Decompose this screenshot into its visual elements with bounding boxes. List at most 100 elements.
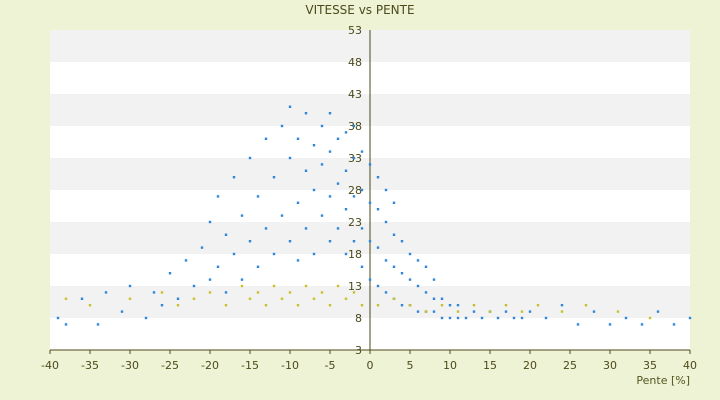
- data-point: [304, 112, 308, 115]
- data-point: [256, 291, 260, 294]
- data-point: [344, 252, 348, 256]
- data-point: [488, 310, 492, 313]
- data-point: [480, 316, 484, 320]
- data-point: [416, 259, 420, 262]
- data-point: [472, 304, 476, 307]
- data-point: [360, 150, 364, 153]
- data-point: [64, 297, 68, 300]
- data-point: [64, 323, 68, 326]
- data-point: [176, 297, 180, 300]
- data-point: [176, 304, 180, 307]
- data-point: [672, 323, 676, 326]
- y-tick-label: 8: [355, 312, 362, 325]
- data-point: [296, 201, 300, 204]
- x-tick-label: 15: [483, 359, 497, 372]
- data-point: [424, 265, 428, 268]
- data-point: [344, 131, 348, 134]
- chart-title: VITESSE vs PENTE: [305, 3, 415, 17]
- data-point: [88, 304, 92, 307]
- x-tick-label: 20: [523, 359, 537, 372]
- data-point: [432, 310, 436, 313]
- data-point: [208, 220, 212, 224]
- y-tick-label: 13: [348, 280, 362, 293]
- data-point: [344, 208, 348, 211]
- data-point: [240, 284, 244, 288]
- data-point: [360, 265, 364, 268]
- data-point: [264, 304, 268, 307]
- data-point: [304, 284, 308, 288]
- data-point: [504, 310, 508, 313]
- data-point: [432, 278, 436, 281]
- data-point: [400, 304, 404, 307]
- data-point: [376, 208, 380, 211]
- data-point: [504, 304, 508, 307]
- data-point: [400, 272, 404, 275]
- data-point: [232, 176, 236, 179]
- data-point: [616, 310, 620, 313]
- data-point: [456, 304, 460, 307]
- x-tick-label: -20: [201, 359, 219, 372]
- data-point: [256, 265, 260, 268]
- y-tick-label: 28: [348, 184, 362, 197]
- scatter-points: [56, 105, 692, 326]
- data-point: [216, 195, 220, 198]
- data-point: [280, 297, 284, 300]
- data-point: [296, 137, 300, 140]
- data-point: [280, 124, 284, 128]
- data-point: [248, 156, 252, 160]
- data-point: [272, 252, 276, 256]
- y-tick-label: 48: [348, 56, 362, 69]
- x-axis: -40 -35 -30 -25 -20 -15 -10 -5 0 5 10 15 20 25 30 35 40: [41, 349, 697, 372]
- data-point: [144, 316, 148, 320]
- data-point: [336, 284, 340, 288]
- data-point: [216, 265, 220, 268]
- data-point: [416, 284, 420, 288]
- x-tick-label: -5: [325, 359, 336, 372]
- data-point: [312, 188, 316, 192]
- data-point: [560, 304, 564, 307]
- data-point: [272, 284, 276, 288]
- data-point: [352, 291, 356, 294]
- data-point: [128, 284, 132, 288]
- data-point: [160, 291, 164, 294]
- data-point: [152, 291, 156, 294]
- data-point: [392, 201, 396, 204]
- data-point: [368, 163, 372, 166]
- y-tick-label: 53: [348, 24, 362, 37]
- data-point: [264, 227, 268, 230]
- data-point: [368, 278, 372, 281]
- data-point: [328, 112, 332, 115]
- x-axis-label: Pente [%]: [636, 374, 690, 387]
- data-point: [336, 137, 340, 140]
- x-tick-label: 0: [367, 359, 374, 372]
- data-point: [200, 246, 204, 249]
- x-tick-label: 35: [643, 359, 657, 372]
- data-point: [104, 291, 108, 294]
- data-point: [520, 316, 524, 320]
- data-point: [320, 124, 324, 128]
- data-point: [280, 214, 284, 217]
- data-point: [224, 233, 228, 236]
- data-point: [424, 291, 428, 294]
- data-point: [688, 316, 692, 320]
- data-point: [344, 297, 348, 300]
- data-point: [408, 304, 412, 307]
- x-tick-label: 5: [407, 359, 414, 372]
- data-point: [360, 188, 364, 192]
- y-tick-label: 23: [348, 216, 362, 229]
- data-point: [592, 310, 596, 313]
- data-point: [384, 291, 388, 294]
- data-point: [512, 316, 516, 320]
- data-point: [208, 291, 212, 294]
- data-point: [376, 176, 380, 179]
- data-point: [536, 304, 540, 307]
- data-point: [264, 137, 268, 140]
- data-point: [400, 240, 404, 243]
- data-point: [240, 278, 244, 281]
- data-point: [184, 259, 188, 262]
- data-point: [360, 304, 364, 307]
- data-point: [384, 259, 388, 262]
- data-point: [320, 163, 324, 166]
- data-point: [392, 265, 396, 268]
